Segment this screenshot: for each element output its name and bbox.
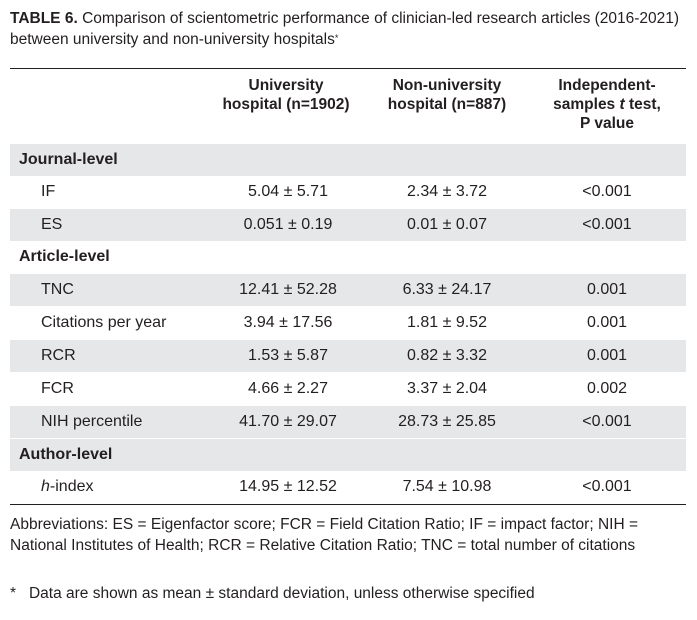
p-value: <0.001 bbox=[582, 478, 632, 495]
row-label: RCR bbox=[41, 347, 76, 364]
column-header-non-university-line1: Non-university bbox=[392, 77, 502, 94]
university-value: 41.70 ± 29.07 bbox=[239, 413, 337, 430]
column-header-p-value-line3: P value bbox=[579, 115, 634, 132]
table-row: IF 5.04 ± 5.71 2.34 ± 3.72 <0.001 bbox=[10, 176, 686, 208]
university-value: 4.66 ± 2.27 bbox=[248, 380, 328, 397]
data-footnote-text: Data are shown as mean ± standard deviat… bbox=[28, 585, 535, 602]
non-university-value: 2.34 ± 3.72 bbox=[407, 183, 487, 200]
row-label: IF bbox=[41, 183, 56, 200]
p-value: <0.001 bbox=[582, 216, 632, 233]
table-top-rule bbox=[10, 68, 686, 69]
p-value: 0.001 bbox=[586, 281, 628, 298]
section-journal-level: Journal-level bbox=[10, 144, 686, 176]
non-university-value: 1.81 ± 9.52 bbox=[407, 314, 487, 331]
table-bottom-rule bbox=[10, 504, 686, 505]
column-header-university-line2: hospital (n=1902) bbox=[222, 96, 350, 113]
table-caption: TABLE 6. Comparison of scientometric per… bbox=[10, 8, 690, 50]
column-header-p-value-line2-post: test, bbox=[624, 96, 661, 113]
row-label: h-index bbox=[41, 471, 93, 503]
university-value: 0.051 ± 0.19 bbox=[243, 216, 333, 233]
table-row: ES 0.051 ± 0.19 0.01 ± 0.07 <0.001 bbox=[10, 209, 686, 241]
caption-footnote-marker: * bbox=[334, 33, 339, 43]
university-value: 5.04 ± 5.71 bbox=[248, 183, 328, 200]
row-label-rest: -index bbox=[49, 478, 94, 495]
table-row: TNC 12.41 ± 52.28 6.33 ± 24.17 0.001 bbox=[10, 274, 686, 306]
p-value: <0.001 bbox=[582, 183, 632, 200]
column-header-university-line1: University bbox=[248, 77, 324, 94]
university-value: 14.95 ± 12.52 bbox=[239, 478, 337, 495]
column-header-p-value-line2: samples t test, bbox=[532, 95, 682, 114]
p-value: 0.001 bbox=[586, 347, 628, 364]
column-header-university: University hospital (n=1902) bbox=[208, 76, 364, 114]
university-value: 12.41 ± 52.28 bbox=[239, 281, 337, 298]
non-university-value: 7.54 ± 10.98 bbox=[402, 478, 492, 495]
table-row: NIH percentile 41.70 ± 29.07 28.73 ± 25.… bbox=[10, 406, 686, 438]
column-header-p-value-t: t bbox=[619, 96, 625, 113]
table-row: RCR 1.53 ± 5.87 0.82 ± 3.32 0.001 bbox=[10, 340, 686, 372]
section-article-level: Article-level bbox=[19, 248, 110, 265]
column-header-non-university: Non-university hospital (n=887) bbox=[372, 76, 522, 114]
non-university-value: 0.01 ± 0.07 bbox=[407, 216, 487, 233]
non-university-value: 0.82 ± 3.32 bbox=[407, 347, 487, 364]
p-value: <0.001 bbox=[582, 413, 632, 430]
row-label: FCR bbox=[41, 380, 74, 397]
row-label: NIH percentile bbox=[41, 413, 143, 430]
row-label: ES bbox=[41, 216, 63, 233]
column-header-p-value: Independent- samples t test, P value bbox=[532, 76, 682, 133]
column-header-p-value-line1: Independent- bbox=[558, 77, 656, 94]
section-author-level: Author-level bbox=[10, 439, 686, 471]
table-row: Citations per year 3.94 ± 17.56 1.81 ± 9… bbox=[10, 307, 686, 339]
row-label: TNC bbox=[41, 281, 74, 298]
column-header-p-value-line2-pre: samples bbox=[553, 96, 620, 113]
data-footnote: * Data are shown as mean ± standard devi… bbox=[10, 583, 694, 604]
row-label: Citations per year bbox=[41, 314, 167, 331]
table-row: h-index 14.95 ± 12.52 7.54 ± 10.98 <0.00… bbox=[10, 471, 686, 503]
table-label: TABLE 6. bbox=[10, 10, 78, 27]
university-value: 1.53 ± 5.87 bbox=[248, 347, 328, 364]
non-university-value: 6.33 ± 24.17 bbox=[402, 281, 492, 298]
column-header-non-university-line2: hospital (n=887) bbox=[387, 96, 507, 113]
p-value: 0.002 bbox=[586, 380, 628, 397]
non-university-value: 3.37 ± 2.04 bbox=[407, 380, 487, 397]
abbreviations-footnote: Abbreviations: ES = Eigenfactor score; F… bbox=[10, 516, 639, 554]
p-value: 0.001 bbox=[586, 314, 628, 331]
row-label-italic: h bbox=[41, 478, 50, 495]
data-footnote-marker: * bbox=[10, 585, 17, 602]
non-university-value: 28.73 ± 25.85 bbox=[398, 413, 496, 430]
university-value: 3.94 ± 17.56 bbox=[243, 314, 333, 331]
table-row: FCR 4.66 ± 2.27 3.37 ± 2.04 0.002 bbox=[10, 373, 686, 405]
table-title: Comparison of scientometric performance … bbox=[10, 10, 680, 48]
